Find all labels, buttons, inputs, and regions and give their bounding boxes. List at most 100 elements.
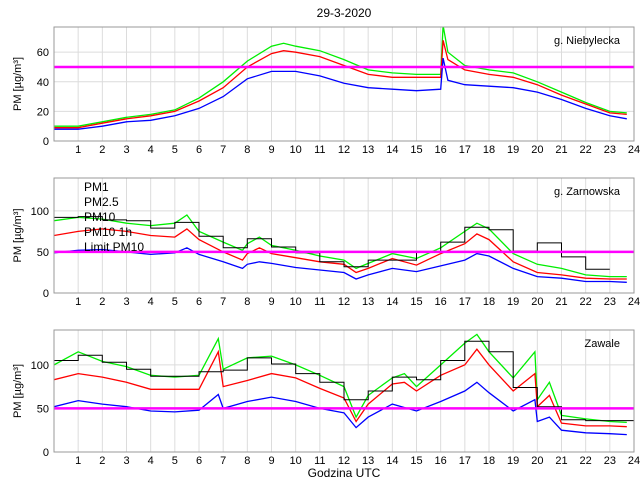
series-line-pm10-1h [54,216,610,270]
x-tick-label: 17 [459,144,471,156]
x-tick-label: 7 [220,144,226,156]
plot-frame [53,329,635,453]
x-tick-label: 14 [386,296,398,308]
x-tick-label: 7 [220,455,226,467]
x-tick-label: 8 [244,296,250,308]
x-tick-label: 21 [555,144,567,156]
x-tick-label: 1 [75,296,81,308]
x-tick-label: 11 [314,144,325,156]
y-tick-label: 50 [37,403,49,415]
series-line-pm10 [54,214,627,278]
series-line-pm10-1h [54,340,634,422]
panel-3: 1 2 3 4 5 6 7 8 9 10 11 12 13 14 15 16 17 18 19 20 21 22 23 240… [12,329,640,467]
x-tick-label: 9 [268,296,274,308]
x-tick-label: 5 [172,144,178,156]
y-axis-label: PM [µg/m³] [12,208,24,262]
x-tick-label: 20 [531,455,543,467]
x-tick-label: 18 [483,455,495,467]
x-tick-label: 23 [604,455,616,467]
x-tick-label: 19 [507,296,519,308]
x-tick-label: 2 [99,144,105,156]
y-tick-label: 20 [37,106,49,118]
legend-entry: PM10 [84,210,116,224]
panel-1: 1 2 3 4 5 6 7 8 9 10 11 12 13 14 15 16 17 18 19 20 21 22 23 240… [12,26,640,156]
x-tick-label: 2 [99,455,105,467]
series-line-pm10 [54,27,627,127]
x-tick-label: 4 [148,455,154,467]
x-tick-label: 7 [220,296,226,308]
plot-frame [53,26,635,142]
series-line-pm1 [54,381,627,436]
y-tick-label: 50 [37,247,49,259]
x-tick-label: 11 [314,455,325,467]
x-tick-label: 9 [268,455,274,467]
x-tick-label: 10 [290,455,302,467]
x-tick-label: 22 [580,455,592,467]
x-tick-label: 4 [148,296,154,308]
plot-frame [53,177,635,294]
x-tick-label: 6 [196,144,202,156]
y-tick-label: 100 [31,360,49,372]
y-tick-label: 0 [43,136,49,148]
x-tick-label: 23 [604,144,616,156]
x-tick-label: 13 [362,455,374,467]
series-line-pm1 [54,57,627,130]
y-axis-label: PM [µg/m³] [12,364,24,418]
y-tick-label: 60 [37,47,49,59]
x-tick-label: 16 [435,455,447,467]
x-tick-label: 21 [555,455,567,467]
x-tick-label: 5 [172,296,178,308]
x-tick-label: 22 [580,296,592,308]
x-tick-label: 16 [435,296,447,308]
x-tick-label: 8 [244,144,250,156]
x-tick-label: 23 [604,296,616,308]
x-tick-label: 15 [410,296,422,308]
x-tick-label: 14 [386,455,398,467]
y-tick-label: 100 [31,206,49,218]
x-tick-label: 13 [362,144,374,156]
x-tick-label: 15 [410,455,422,467]
x-tick-label: 19 [507,144,519,156]
series-line-pm25 [54,40,627,129]
x-tick-label: 19 [507,455,519,467]
x-tick-label: 1 [75,144,81,156]
x-tick-label: 5 [172,455,178,467]
y-axis-label: PM [µg/m³] [12,57,24,111]
x-tick-label: 3 [123,455,129,467]
station-label: g. Zarnowska [554,186,621,198]
x-tick-label: 18 [483,144,495,156]
x-tick-label: 2 [99,296,105,308]
x-tick-label: 11 [314,296,325,308]
x-tick-label: 10 [290,296,302,308]
x-tick-label: 4 [148,144,154,156]
x-tick-label: 22 [580,144,592,156]
y-tick-label: 40 [37,77,49,89]
x-tick-label: 6 [196,455,202,467]
y-tick-label: 0 [43,288,49,300]
legend-entry: PM1 [84,180,109,194]
x-tick-label: 13 [362,296,374,308]
x-tick-label: 8 [244,455,250,467]
x-tick-label: 24 [628,455,640,467]
x-tick-label: 3 [123,296,129,308]
x-tick-label: 15 [410,144,422,156]
x-tick-label: 20 [531,296,543,308]
x-tick-label: 12 [338,296,350,308]
station-label: Zawale [585,338,620,350]
x-tick-label: 3 [123,144,129,156]
x-tick-label: 24 [628,296,640,308]
y-tick-label: 0 [43,447,49,459]
x-tick-label: 18 [483,296,495,308]
x-tick-label: 1 [75,455,81,467]
x-tick-label: 24 [628,144,640,156]
x-tick-label: 12 [338,455,350,467]
x-tick-label: 16 [435,144,447,156]
legend-entry: Limit PM10 [84,240,144,254]
x-tick-label: 17 [459,455,471,467]
x-tick-label: 10 [290,144,302,156]
x-tick-label: 14 [386,144,398,156]
x-tick-label: 17 [459,296,471,308]
x-tick-label: 20 [531,144,543,156]
x-axis-label: Godzina UTC [308,466,381,480]
